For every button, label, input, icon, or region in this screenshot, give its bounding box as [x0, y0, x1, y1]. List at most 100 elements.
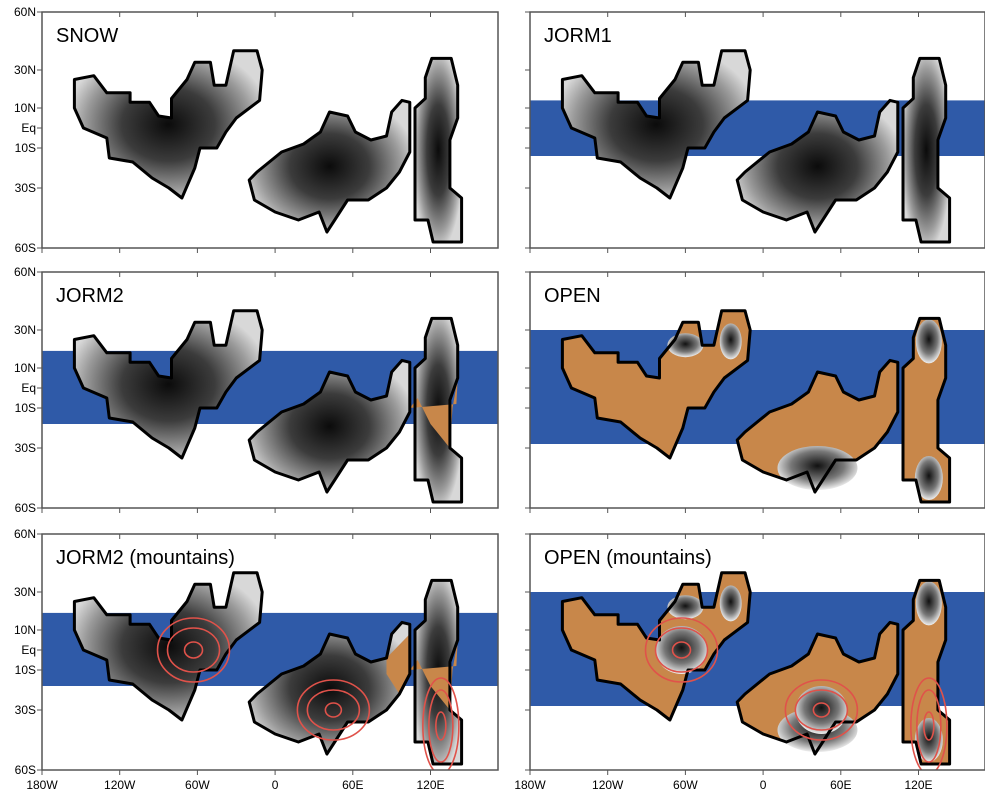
y-tick-label: 60S	[15, 241, 36, 255]
x-tick-label: 60E	[830, 778, 851, 792]
panel-frame	[41, 533, 499, 771]
ice-cap	[915, 319, 942, 364]
y-tick-label: Eq	[21, 381, 36, 395]
coastline	[247, 620, 412, 756]
coastline	[72, 571, 264, 722]
y-tick-label: 30S	[15, 703, 36, 717]
y-tick-label: Eq	[21, 121, 36, 135]
coastline	[72, 309, 264, 460]
coastline	[560, 309, 752, 460]
panel-frame	[529, 533, 985, 771]
x-tick-label: 60W	[673, 778, 698, 792]
mountain-contour	[784, 679, 859, 741]
continent	[903, 318, 950, 502]
ice-cap	[795, 686, 848, 734]
map-panel: OPEN	[525, 271, 985, 513]
continent	[415, 58, 462, 243]
mountain-contour	[428, 689, 454, 763]
ice-cap	[667, 333, 704, 358]
y-tick-label: 60N	[14, 527, 36, 541]
mountain-contour	[156, 617, 231, 683]
ice-cap	[667, 595, 704, 620]
coastline	[247, 358, 412, 494]
coastline	[413, 578, 464, 766]
y-tick-label: 10S	[15, 401, 36, 415]
panel-title: JORM2 (mountains)	[56, 547, 235, 569]
bare-land-patch	[386, 634, 410, 694]
mountain-contour	[644, 617, 719, 683]
mountain-contour	[324, 702, 343, 718]
coastline	[413, 316, 464, 504]
mountain-contour	[166, 627, 221, 673]
mountain-contour	[422, 677, 460, 770]
coastline	[247, 98, 412, 234]
x-tick-label: 60W	[185, 778, 210, 792]
ice-cap	[914, 456, 943, 500]
coastline	[901, 316, 952, 504]
ice-cap	[777, 446, 858, 490]
y-tick-label: 10S	[15, 663, 36, 677]
panel-title: JORM1	[544, 25, 612, 47]
ice-cap	[915, 581, 942, 626]
x-tick-label: 0	[760, 778, 767, 792]
panel-frame	[41, 271, 499, 509]
y-tick-label: 60N	[14, 265, 36, 279]
y-tick-label: 30N	[14, 585, 36, 599]
y-tick-label: 30N	[14, 323, 36, 337]
x-tick-label: 120W	[592, 778, 624, 792]
coastline	[901, 56, 952, 244]
coastline	[560, 571, 752, 722]
continent	[74, 50, 263, 199]
x-tick-label: 180W	[514, 778, 546, 792]
panel-frame	[529, 11, 985, 249]
x-tick-label: 0	[272, 778, 279, 792]
y-tick-label: 60N	[14, 5, 36, 19]
coastline	[901, 578, 952, 766]
x-tick-label: 180W	[26, 778, 58, 792]
continent	[562, 310, 751, 458]
x-tick-label: 60E	[342, 778, 363, 792]
y-tick-label: 10N	[14, 101, 36, 115]
panel-title: OPEN	[544, 285, 601, 307]
coastline	[72, 49, 264, 200]
ice-cap	[719, 585, 742, 622]
map-panel: SNOW 60N 30N 10N Eq 10S 30S 60S	[14, 5, 499, 255]
y-tick-label: 10N	[14, 361, 36, 375]
continent	[903, 580, 950, 764]
coastline	[413, 56, 464, 244]
mountain-contour	[794, 689, 849, 731]
panel-title: JORM2	[56, 285, 124, 307]
map-panel: JORM1	[525, 11, 985, 253]
coastline	[735, 98, 900, 234]
mountain-contour	[435, 711, 447, 741]
coastline	[735, 358, 900, 494]
mountain-contour	[671, 641, 692, 659]
coastline	[560, 49, 752, 200]
ice-cap	[719, 323, 742, 360]
mountain-contour	[654, 627, 709, 673]
y-tick-label: 30N	[14, 63, 36, 77]
x-tick-label: 120E	[904, 778, 932, 792]
mountain-contour	[306, 689, 361, 731]
panel-frame	[529, 271, 985, 509]
x-tick-label: 120W	[104, 778, 136, 792]
map-panel: JORM2 (mountains) 60N 30N 10N Eq 10S 30S 60S180…	[14, 527, 499, 792]
map-panel: JORM2 60N 30N 10N Eq 10S 30S 60S	[14, 265, 499, 515]
coastline	[735, 620, 900, 756]
bare-land-patch	[409, 378, 458, 448]
mountain-contour	[812, 702, 831, 718]
mountain-contour	[923, 711, 935, 741]
mountain-contour	[916, 689, 942, 763]
mountain-contour	[910, 677, 948, 770]
continent	[74, 310, 263, 458]
y-tick-label: 10N	[14, 623, 36, 637]
ice-cap	[655, 626, 708, 674]
x-tick-label: 120E	[416, 778, 444, 792]
continent	[562, 50, 751, 199]
y-tick-label: 60S	[15, 501, 36, 515]
map-panel: OPEN (mountains) 180W 120W 60W 0 60E 120E	[514, 533, 985, 792]
panel-title: SNOW	[56, 25, 118, 47]
mountain-contour	[183, 641, 204, 659]
y-tick-label: 30S	[15, 441, 36, 455]
